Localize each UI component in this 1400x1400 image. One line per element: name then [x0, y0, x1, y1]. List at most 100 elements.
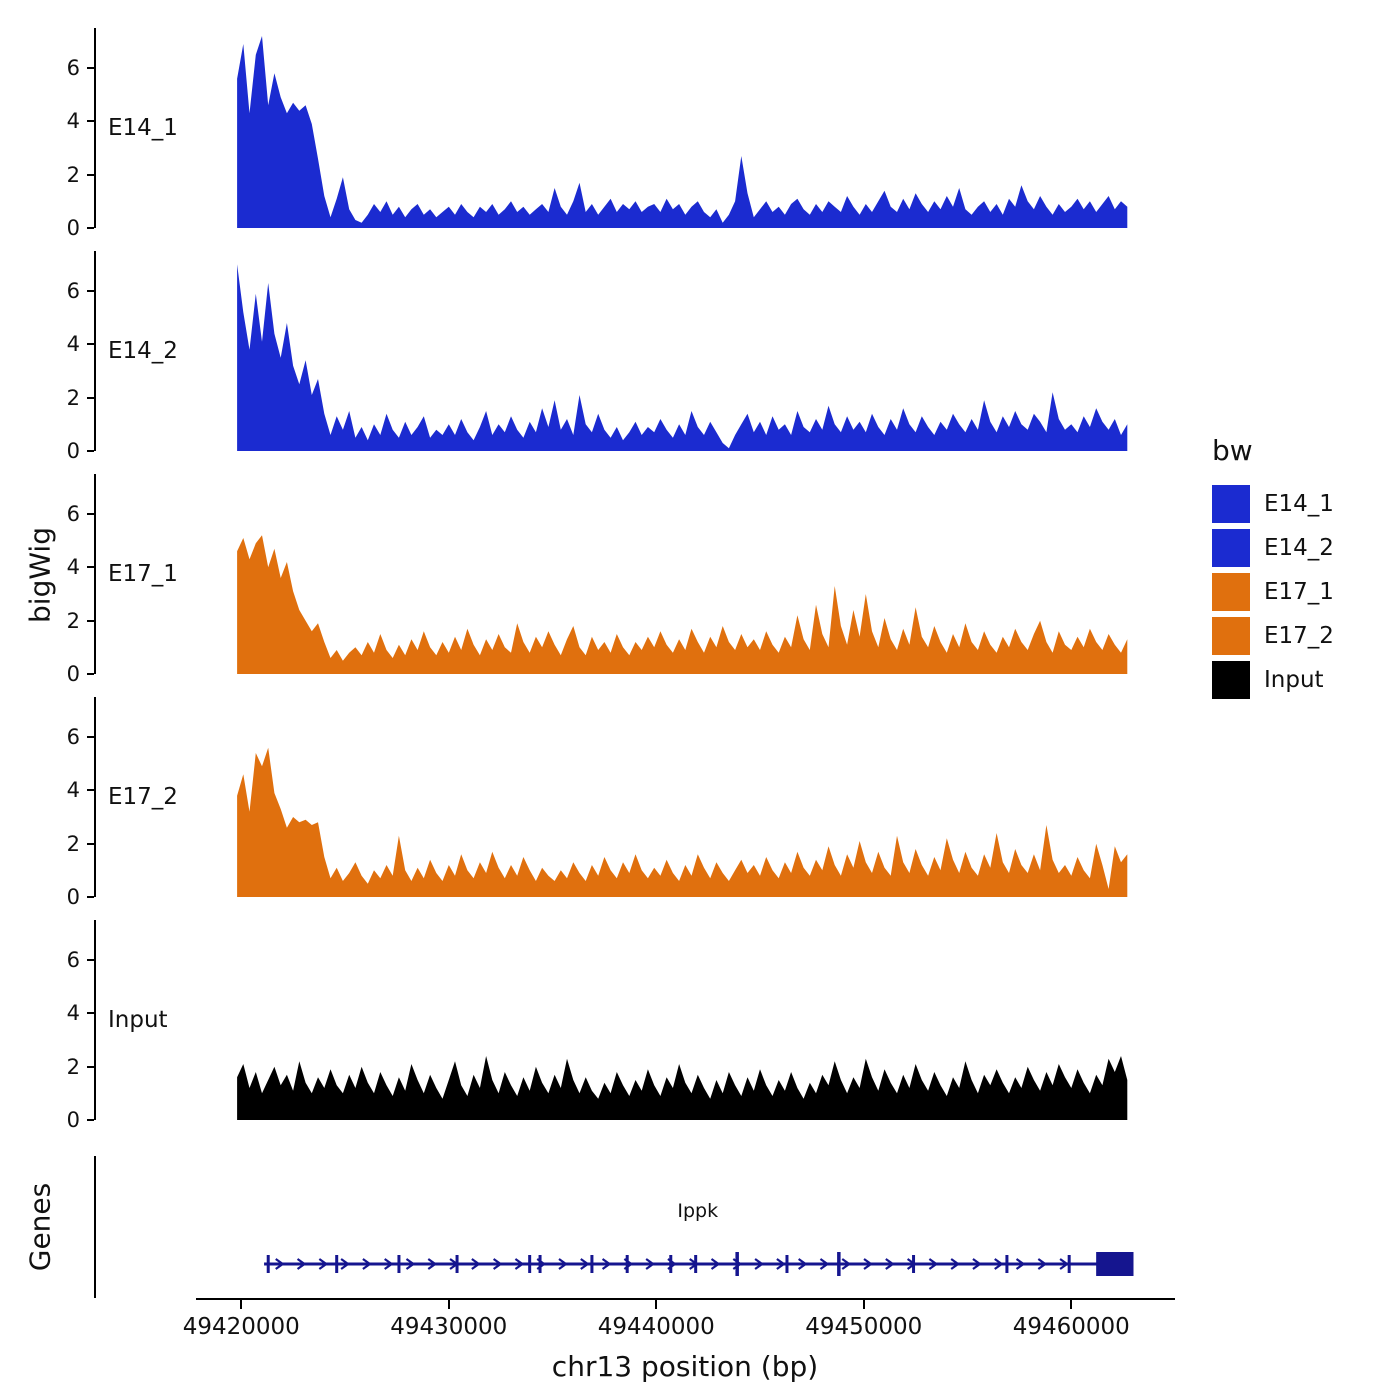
x-tick-mark	[447, 1300, 450, 1309]
legend-label-e14-2: E14_2	[1264, 535, 1334, 561]
track-label-input: Input	[108, 1007, 168, 1033]
y-axis-line	[94, 697, 96, 897]
y-tick-mark	[87, 736, 94, 738]
y-tick-mark	[87, 513, 94, 515]
gene-panel: Ippk	[0, 1156, 1175, 1298]
x-tick-label: 49450000	[805, 1314, 923, 1340]
gene-axis-line	[94, 1156, 96, 1298]
legend-label-e14-1: E14_1	[1264, 491, 1334, 517]
legend-swatch-input	[1212, 661, 1250, 699]
y-tick-label: 4	[66, 555, 80, 580]
legend-swatch-e14-2	[1212, 529, 1250, 567]
y-tick-mark	[87, 673, 94, 675]
y-tick-label: 2	[66, 385, 80, 410]
y-tick-label: 4	[66, 332, 80, 357]
y-tick-label: 6	[66, 56, 80, 80]
legend-item-e14-1: E14_1	[1212, 485, 1334, 523]
y-axis-line	[94, 251, 96, 451]
x-axis: chr13 position (bp) 49420000 49430000 4944…	[0, 1298, 1250, 1398]
y-axis: 0 2 4 6	[0, 920, 96, 1132]
y-axis: 0 2 4 6	[0, 251, 96, 463]
coverage-area-e14-1	[237, 36, 1128, 228]
y-tick-label: 0	[66, 1108, 80, 1132]
x-tick-label: 49430000	[390, 1314, 508, 1340]
track-panel-e17-2: E17_2	[96, 697, 1175, 897]
legend-title: bw	[1212, 434, 1253, 467]
x-tick-label: 49460000	[1012, 1314, 1130, 1340]
legend-swatch-e17-2	[1212, 617, 1250, 655]
x-axis-title: chr13 position (bp)	[551, 1350, 819, 1383]
legend-item-e17-2: E17_2	[1212, 617, 1334, 655]
legend-swatch-e14-1	[1212, 485, 1250, 523]
y-tick-mark	[87, 789, 94, 792]
y-tick-label: 2	[66, 162, 80, 187]
y-axis: 0 2 4 6	[0, 28, 96, 240]
track-panel-input: Input	[96, 920, 1175, 1120]
y-tick-mark	[87, 842, 94, 845]
y-axis: 0 2 4 6	[0, 474, 96, 686]
x-tick-mark	[655, 1300, 658, 1309]
track-panel-e14-1: E14_1	[96, 28, 1175, 228]
gene-model-ippk	[264, 1252, 1134, 1276]
x-tick-label: 49420000	[182, 1314, 300, 1340]
y-tick-mark	[87, 67, 94, 69]
legend-label-input: Input	[1264, 667, 1324, 693]
y-tick-mark	[87, 619, 94, 622]
y-tick-mark	[87, 396, 94, 399]
track-label-e17-1: E17_1	[108, 561, 178, 587]
y-tick-label: 0	[66, 216, 80, 240]
y-tick-mark	[87, 343, 94, 346]
y-tick-label: 6	[66, 725, 80, 749]
coverage-area-input	[237, 1056, 1128, 1120]
y-tick-label: 2	[66, 831, 80, 856]
track-label-e17-2: E17_2	[108, 784, 178, 810]
y-tick-label: 0	[66, 439, 80, 463]
track-row-e14-2: 0 2 4 6 E14_2	[0, 251, 1175, 463]
y-tick-mark	[87, 896, 94, 898]
gene-name: Ippk	[677, 1200, 719, 1222]
legend: bw E14_1 E14_2 E17_1 E17_2 Input	[1212, 434, 1334, 705]
y-tick-mark	[87, 227, 94, 229]
y-axis: 0 2 4 6	[0, 697, 96, 909]
y-tick-label: 4	[66, 778, 80, 803]
track-row-input: 0 2 4 6 Input	[0, 920, 1175, 1132]
x-tick-mark	[862, 1300, 865, 1309]
track-label-e14-2: E14_2	[108, 338, 178, 364]
y-axis-line	[94, 920, 96, 1120]
x-axis-line	[196, 1298, 1175, 1300]
track-row-e14-1: 0 2 4 6 E14_1	[0, 28, 1175, 240]
legend-item-e14-2: E14_2	[1212, 529, 1334, 567]
y-tick-mark	[87, 290, 94, 292]
y-tick-mark	[87, 450, 94, 452]
y-tick-mark	[87, 120, 94, 123]
legend-swatch-e17-1	[1212, 573, 1250, 611]
x-tick-mark	[1070, 1300, 1073, 1309]
y-tick-label: 6	[66, 502, 80, 526]
legend-item-input: Input	[1212, 661, 1334, 699]
y-tick-mark	[87, 1012, 94, 1015]
legend-label-e17-2: E17_2	[1264, 623, 1334, 649]
x-tick-label: 49440000	[597, 1314, 715, 1340]
y-tick-label: 4	[66, 1001, 80, 1026]
y-tick-mark	[87, 1119, 94, 1121]
track-row-e17-1: 0 2 4 6 E17_1	[0, 474, 1175, 686]
y-axis-line	[94, 474, 96, 674]
y-tick-mark	[87, 959, 94, 961]
y-tick-label: 6	[66, 948, 80, 972]
y-tick-mark	[87, 1065, 94, 1068]
coverage-area-e17-2	[237, 747, 1128, 897]
track-panel-e17-1: E17_1	[96, 474, 1175, 674]
legend-label-e17-1: E17_1	[1264, 579, 1334, 605]
y-tick-label: 6	[66, 279, 80, 303]
y-tick-label: 4	[66, 109, 80, 134]
track-row-e17-2: 0 2 4 6 E17_2	[0, 697, 1175, 909]
track-label-e14-1: E14_1	[108, 115, 178, 141]
track-panel-e14-2: E14_2	[96, 251, 1175, 451]
x-tick-mark	[240, 1300, 243, 1309]
y-tick-mark	[87, 173, 94, 176]
y-tick-label: 2	[66, 608, 80, 633]
y-tick-mark	[87, 566, 94, 569]
coverage-area-e17-1	[237, 535, 1128, 674]
legend-item-e17-1: E17_1	[1212, 573, 1334, 611]
